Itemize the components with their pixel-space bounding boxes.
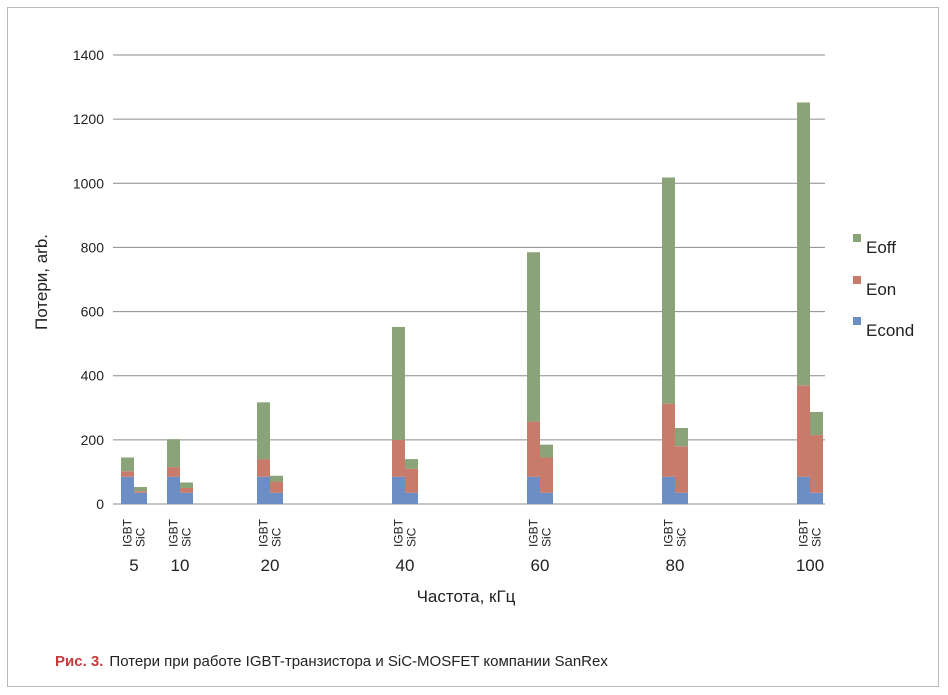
- bar-segment-econd: [797, 476, 810, 504]
- device-label: IGBT: [121, 518, 135, 547]
- legend-label: Eoff: [866, 238, 896, 257]
- group-label: 60: [531, 556, 550, 575]
- bar-segment-eoff: [662, 177, 675, 404]
- y-tick-label: 200: [81, 432, 105, 448]
- group-label: 80: [666, 556, 685, 575]
- y-tick-label: 1200: [73, 111, 104, 127]
- y-tick-label: 1400: [73, 47, 104, 63]
- figure-caption: Рис. 3. Потери при работе IGBT-транзистор…: [55, 653, 608, 670]
- bar-segment-eon: [392, 439, 405, 477]
- bar-segment-eoff: [392, 326, 405, 440]
- bar-segment-econd: [392, 476, 405, 504]
- bar-segment-eoff: [270, 475, 283, 482]
- bar-segment-econd: [675, 492, 688, 504]
- bar-segment-eon: [134, 491, 147, 493]
- device-label: SiC: [134, 527, 148, 547]
- bar-segment-econd: [121, 476, 134, 504]
- bars: [121, 102, 823, 504]
- bar-segment-eon: [675, 446, 688, 493]
- bar-segment-eoff: [405, 459, 418, 469]
- bar-segment-eon: [405, 468, 418, 493]
- bar-segment-eon: [167, 467, 180, 477]
- caption-text: Потери при работе IGBT-транзистора и SiC…: [109, 653, 608, 670]
- legend-label: Eon: [866, 280, 896, 299]
- y-axis-label: Потери, arb.: [32, 234, 51, 330]
- device-label: IGBT: [167, 518, 181, 547]
- bar-segment-eoff: [810, 411, 823, 436]
- legend-swatch-eon: [853, 276, 861, 284]
- bar-segment-econd: [810, 492, 823, 504]
- bar-segment-econd: [527, 476, 540, 504]
- legend-label: Econd: [866, 321, 914, 340]
- device-label: IGBT: [527, 518, 541, 547]
- device-labels: IGBT SiC IGBT SiC IGBT SiC IGBT SiC IGBT SiC IGBT S…: [121, 518, 824, 547]
- bar-segment-eoff: [797, 102, 810, 386]
- bar-segment-eoff: [527, 252, 540, 422]
- bar-segment-eon: [810, 435, 823, 493]
- bar-segment-eoff: [675, 427, 688, 447]
- legend-swatch-econd: [853, 317, 861, 325]
- device-label: SiC: [675, 527, 689, 547]
- x-axis-label: Частота, кГц: [417, 587, 516, 606]
- device-label: IGBT: [392, 518, 406, 547]
- device-label: IGBT: [257, 518, 271, 547]
- bar-segment-eoff: [167, 439, 180, 468]
- bar-segment-eoff: [540, 444, 553, 458]
- group-label: 10: [171, 556, 190, 575]
- group-label: 5: [129, 556, 138, 575]
- bar-segment-eon: [662, 403, 675, 477]
- y-tick-labels: 0 200 400 600 800 1000 1200 1400: [73, 47, 104, 512]
- y-tick-label: 400: [81, 368, 105, 384]
- device-label: IGBT: [797, 518, 811, 547]
- device-label: SiC: [405, 527, 419, 547]
- group-label: 100: [796, 556, 824, 575]
- group-label: 20: [261, 556, 280, 575]
- legend-swatch-eoff: [853, 234, 861, 242]
- bar-segment-econd: [540, 492, 553, 504]
- bar-segment-eon: [797, 385, 810, 477]
- bar-segment-eon: [180, 487, 193, 493]
- bar-segment-eon: [121, 471, 134, 477]
- bar-segment-eoff: [134, 487, 147, 492]
- bar-segment-econd: [167, 476, 180, 504]
- device-label: SiC: [540, 527, 554, 547]
- bar-segment-eoff: [180, 482, 193, 488]
- y-tick-label: 0: [96, 496, 104, 512]
- bar-segment-econd: [662, 476, 675, 504]
- device-label: SiC: [180, 527, 194, 547]
- figure-frame: [7, 7, 939, 687]
- device-label: IGBT: [662, 518, 676, 547]
- group-labels: 5 10 20 40 60 80 100: [129, 556, 824, 575]
- bar-segment-econd: [134, 492, 147, 504]
- y-tick-label: 1000: [73, 175, 104, 191]
- device-label: SiC: [810, 527, 824, 547]
- bar-segment-eon: [270, 481, 283, 493]
- legend: Eoff Eon Econd: [853, 234, 914, 340]
- bar-segment-eon: [540, 457, 553, 493]
- device-label: SiC: [270, 527, 284, 547]
- bar-segment-eoff: [121, 457, 134, 472]
- y-tick-label: 600: [81, 304, 105, 320]
- y-tick-label: 800: [81, 239, 105, 255]
- bar-segment-econd: [270, 492, 283, 504]
- bar-segment-econd: [405, 492, 418, 504]
- grid-lines: [113, 54, 825, 505]
- bar-segment-eon: [257, 459, 270, 477]
- group-label: 40: [396, 556, 415, 575]
- bar-segment-eoff: [257, 402, 270, 460]
- bar-segment-eon: [527, 421, 540, 477]
- bar-segment-econd: [180, 492, 193, 504]
- bar-segment-econd: [257, 476, 270, 504]
- caption-label: Рис. 3.: [55, 653, 104, 670]
